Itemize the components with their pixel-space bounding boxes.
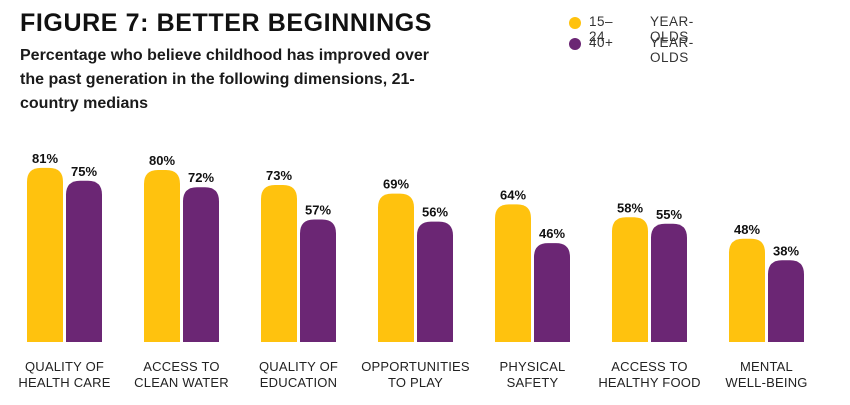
value-label-opportunities-to-play-15-24: 69% — [383, 177, 409, 192]
bar-opportunities-to-play-15-24 — [378, 193, 414, 342]
value-label-opportunities-to-play-40-plus: 56% — [422, 205, 448, 220]
value-label-physical-safety-40-plus: 46% — [539, 226, 565, 241]
bar-access-to-healthy-food-15-24 — [612, 217, 648, 342]
category-label-physical-safety: PHYSICAL SAFETY — [500, 359, 566, 390]
bar-access-to-clean-water-40-plus — [183, 187, 219, 342]
bar-quality-of-health-care-15-24 — [27, 167, 63, 342]
category-label-opportunities-to-play: OPPORTUNITIES TO PLAY — [361, 359, 470, 390]
bar-physical-safety-40-plus — [534, 243, 570, 342]
value-label-access-to-healthy-food-40-plus: 55% — [656, 207, 682, 222]
chart-subtitle: Percentage who believe childhood has imp… — [20, 47, 429, 112]
category-label-quality-of-education: QUALITY OF EDUCATION — [259, 359, 338, 390]
bar-mental-well-being-40-plus — [768, 260, 804, 342]
bar-access-to-clean-water-15-24 — [144, 170, 180, 342]
category-label-access-to-healthy-food: ACCESS TO HEALTHY FOOD — [598, 359, 700, 390]
value-label-physical-safety-15-24: 64% — [500, 187, 526, 202]
legend-dot-40-plus — [569, 38, 581, 50]
value-label-quality-of-education-15-24: 73% — [266, 168, 292, 183]
category-label-mental-well-being: MENTAL WELL-BEING — [725, 359, 807, 390]
value-label-access-to-clean-water-15-24: 80% — [149, 153, 175, 168]
value-label-access-to-healthy-food-15-24: 58% — [617, 200, 643, 215]
legend-unit-40-plus: YEAR-OLDS — [650, 35, 694, 65]
value-label-quality-of-health-care-40-plus: 75% — [71, 164, 97, 179]
bar-physical-safety-15-24 — [495, 204, 531, 342]
bar-access-to-healthy-food-40-plus — [651, 223, 687, 342]
bar-opportunities-to-play-40-plus — [417, 221, 453, 342]
bar-quality-of-education-40-plus — [300, 219, 336, 342]
value-label-quality-of-health-care-15-24: 81% — [32, 151, 58, 166]
category-label-access-to-clean-water: ACCESS TO CLEAN WATER — [134, 359, 229, 390]
value-label-mental-well-being-15-24: 48% — [734, 222, 760, 237]
bar-mental-well-being-15-24 — [729, 238, 765, 342]
legend-range-40-plus: 40+ — [589, 35, 614, 50]
chart-title: FIGURE 7: BETTER BEGINNINGS — [20, 9, 433, 37]
legend-dot-15-24 — [569, 17, 581, 29]
value-label-access-to-clean-water-40-plus: 72% — [188, 170, 214, 185]
category-label-quality-of-health-care: QUALITY OF HEALTH CARE — [18, 359, 110, 390]
value-label-mental-well-being-40-plus: 38% — [773, 243, 799, 258]
value-label-quality-of-education-40-plus: 57% — [305, 202, 331, 217]
legend-unit-15-24: YEAR-OLDS — [650, 14, 694, 44]
bar-quality-of-education-15-24 — [261, 185, 297, 342]
legend-range-15-24: 15–24 — [589, 14, 614, 44]
bar-quality-of-health-care-40-plus — [66, 180, 102, 342]
